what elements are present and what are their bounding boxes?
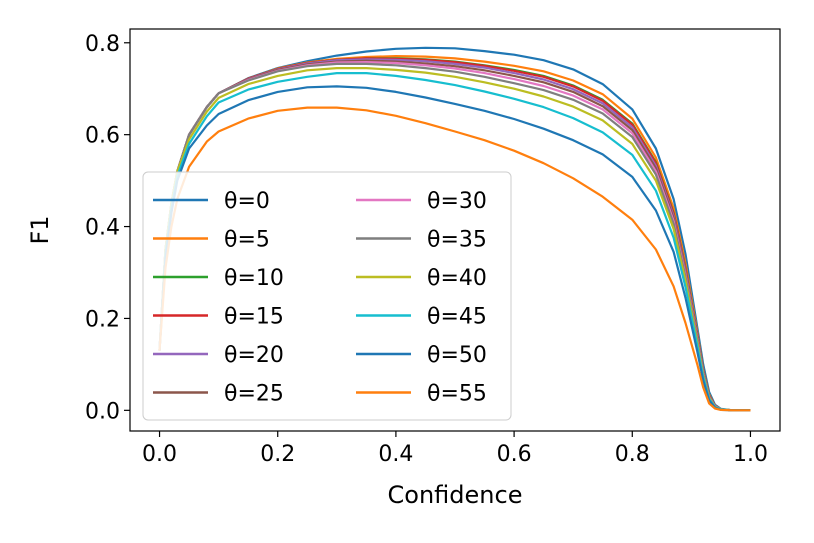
legend-label: θ=15 <box>224 305 284 330</box>
x-tick-label: 0.4 <box>378 442 413 467</box>
x-axis-ticks: 0.0 0.2 0.4 0.6 0.8 1.0 <box>142 431 768 467</box>
legend-box <box>142 171 512 421</box>
y-tick-label: 0.6 <box>85 124 120 149</box>
legend-label: θ=5 <box>224 228 270 253</box>
legend-label: θ=50 <box>427 343 487 368</box>
plot-frame <box>129 28 781 432</box>
x-tick-label: 0.0 <box>142 442 177 467</box>
x-tick-label: 0.2 <box>260 442 295 467</box>
legend-label: θ=25 <box>224 382 284 407</box>
y-axis-label: F1 <box>26 215 54 244</box>
series-line-11 <box>158 106 751 412</box>
y-tick-label: 0.0 <box>85 399 120 424</box>
legend-label: θ=55 <box>427 382 487 407</box>
legend-label: θ=20 <box>224 343 284 368</box>
legend-label: θ=45 <box>427 305 487 330</box>
y-tick-label: 0.4 <box>85 216 120 241</box>
y-tick-label: 0.8 <box>85 32 120 57</box>
y-axis-ticks: 0.0 0.2 0.4 0.6 0.8 <box>85 32 130 424</box>
legend-label: θ=30 <box>427 189 487 214</box>
x-axis-label: Confidence <box>388 481 523 509</box>
x-tick-label: 0.6 <box>497 442 532 467</box>
y-tick-label: 0.2 <box>85 307 120 332</box>
legend-label: θ=40 <box>427 266 487 291</box>
series-lines <box>158 46 751 412</box>
legend-label: θ=0 <box>224 189 270 214</box>
series-line-10 <box>158 85 751 412</box>
x-tick-label: 1.0 <box>733 442 768 467</box>
x-tick-label: 0.8 <box>615 442 650 467</box>
legend-label: θ=10 <box>224 266 284 291</box>
legend-label: θ=35 <box>427 228 487 253</box>
legend: θ=0 θ=5 θ=10 θ=15 θ=20 θ=25 θ=30 θ=35 θ=40 θ=45 θ=… <box>142 171 512 421</box>
